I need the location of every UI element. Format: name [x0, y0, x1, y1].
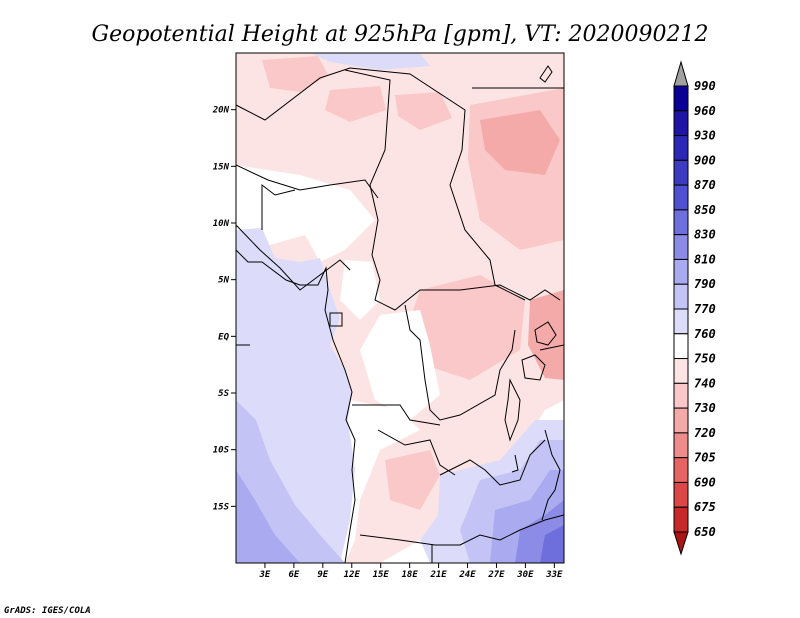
colorbar-label: 730: [694, 401, 716, 415]
field-patch: [480, 110, 560, 175]
colorbar-label: 675: [694, 500, 716, 514]
colorbar-label: 760: [694, 327, 716, 341]
lon-tick-label: 18E: [402, 570, 419, 580]
lon-tick-label: 15E: [373, 570, 390, 580]
field-patch: [262, 56, 328, 92]
colorbar-bottom-arrow: [673, 531, 689, 556]
colorbar-label: 870: [694, 178, 716, 192]
footer-credit: GrADS: IGES/COLA: [4, 606, 91, 616]
colorbar-label: 930: [694, 129, 716, 143]
colorbar-swatch: [673, 333, 689, 360]
lon-axis: 3E 6E 9E 12E 15E 18E 21E 24E 27E 30E 33E: [259, 563, 563, 580]
colorbar-swatch: [673, 209, 689, 236]
colorbar-swatch: [673, 358, 689, 384]
colorbar-label: 790: [694, 277, 716, 291]
lon-tick-label: 24E: [458, 570, 476, 580]
colorbar-swatch: [673, 184, 689, 211]
colorbar-swatch: [673, 85, 689, 112]
field-patch: [325, 86, 386, 122]
colorbar-swatch: [673, 283, 689, 310]
field-patch: [236, 470, 300, 563]
lat-tick-label: 15S: [213, 502, 230, 512]
colorbar-label: 990: [694, 79, 716, 93]
lat-tick-label: 15N: [213, 162, 230, 172]
colorbar-label: 690: [694, 475, 716, 489]
lon-tick-label: 12E: [344, 570, 361, 580]
field-patch: [360, 310, 440, 420]
lon-tick-label: 6E: [288, 570, 299, 580]
colorbar-swatch: [673, 258, 689, 285]
colorbar-label: 900: [694, 153, 716, 167]
lat-tick-label: 5S: [218, 389, 229, 399]
colorbar-swatch: [673, 382, 689, 409]
map-title: Geopotential Height at 925hPa [gpm], VT:…: [92, 22, 709, 47]
colorbar-label: 750: [694, 352, 716, 366]
colorbar-label: 770: [694, 302, 716, 316]
lon-tick-label: 33E: [545, 570, 563, 580]
lon-tick-label: 27E: [487, 570, 505, 580]
field-patch: [236, 165, 375, 262]
plot-area: [236, 53, 564, 563]
colorbar-swatch: [673, 506, 689, 533]
lon-tick-label: 30E: [516, 570, 534, 580]
colorbar-swatch: [673, 432, 689, 459]
colorbar-label: 850: [694, 203, 716, 217]
colorbar-label: 960: [694, 104, 716, 118]
field-patch: [540, 525, 564, 563]
borders: [236, 65, 564, 563]
lon-tick-label: 21E: [429, 570, 447, 580]
colorbar-swatch: [673, 234, 689, 260]
colorbar-label: 740: [694, 376, 716, 390]
colorbar-label: 705: [694, 451, 716, 465]
field-patch: [395, 92, 452, 130]
lat-tick-label: EQ: [218, 332, 229, 342]
colorbar-swatch: [673, 110, 689, 137]
colorbar-label: 720: [694, 426, 716, 440]
colorbar-swatch: [673, 159, 689, 186]
colorbar-swatch: [673, 481, 689, 508]
colorbar-label: 650: [694, 525, 716, 539]
field-patch: [310, 53, 430, 70]
lat-axis: 20N 15N 10N 5N EQ 5S 10S 15S: [212, 106, 236, 512]
lon-tick-label: 3E: [259, 570, 271, 580]
colorbar-swatch: [673, 308, 689, 335]
colorbar-swatch: [673, 407, 689, 434]
colorbar-label: 810: [694, 252, 716, 266]
field-patch: [340, 260, 380, 320]
lat-tick-label: 10N: [213, 219, 230, 229]
field-patch: [385, 450, 440, 510]
plot-frame: [235, 52, 565, 564]
colorbar-swatch: [673, 457, 689, 483]
lat-tick-label: 5N: [218, 276, 229, 286]
lat-tick-label: 10S: [213, 446, 230, 456]
lon-tick-label: 9E: [317, 570, 328, 580]
colorbar-label: 830: [694, 228, 716, 242]
colorbar-top-arrow: [673, 60, 689, 87]
field-patch: [410, 275, 525, 380]
colorbar: 990 960 930 900 870 850 830 810 790 770 760 750 740 7…: [673, 60, 716, 556]
lat-tick-label: 20N: [212, 106, 230, 116]
colorbar-swatch: [673, 135, 689, 161]
